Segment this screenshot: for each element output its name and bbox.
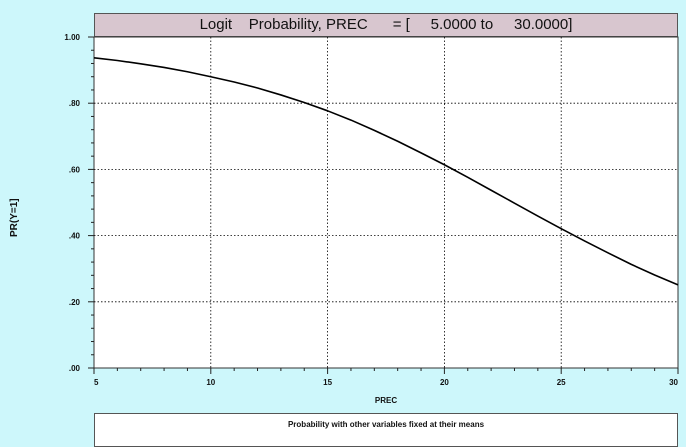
x-tick-label: 25 bbox=[557, 378, 566, 387]
series-line bbox=[93, 57, 679, 286]
y-tick-label: .00 bbox=[69, 364, 81, 373]
chart-title: Logit Probability, PREC = [ 5.0000 to 30… bbox=[94, 13, 678, 37]
y-tick-label: .80 bbox=[69, 99, 81, 108]
x-axis-label: PREC bbox=[374, 396, 398, 405]
y-tick-label: .40 bbox=[69, 232, 81, 241]
plot-area bbox=[93, 36, 679, 369]
x-tick-label: 10 bbox=[206, 378, 215, 387]
x-tick-label: 15 bbox=[323, 378, 332, 387]
x-tick-label: 30 bbox=[669, 378, 678, 387]
y-tick-label: .60 bbox=[69, 165, 81, 174]
x-tick-label: 20 bbox=[440, 378, 449, 387]
footer-note: Probability with other variables fixed a… bbox=[94, 413, 678, 447]
y-tick-label: 1.00 bbox=[64, 33, 80, 42]
x-tick-label: 5 bbox=[94, 378, 99, 387]
y-tick-label: .20 bbox=[69, 298, 81, 307]
